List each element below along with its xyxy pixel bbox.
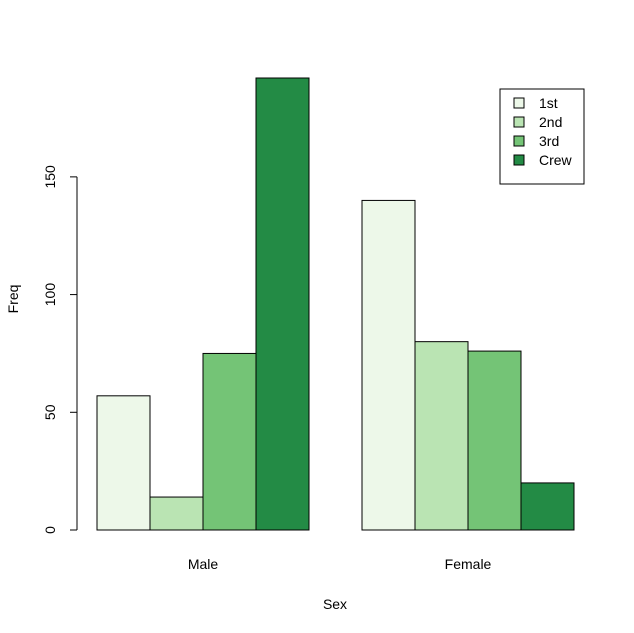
y-tick-label: 0 [42,526,58,534]
legend-label-2nd: 2nd [539,114,562,130]
bar-male-1st [96,395,151,531]
x-axis-title: Sex [323,596,347,612]
bar-male-3rd [202,352,257,531]
bar-male-2nd [149,496,204,531]
y-tick-label: 100 [42,283,58,307]
bar-female-2nd [414,341,469,531]
x-tick-label: Male [188,556,219,572]
bar-female-3rd [467,350,522,531]
y-axis-title: Freq [5,285,21,314]
legend-swatch-2nd [513,116,525,128]
bar-female-1st [361,199,416,531]
y-tick-label: 150 [42,165,58,189]
bars [96,77,575,531]
legend: 1st 2nd 3rd Crew [499,88,585,185]
bar-female-crew [520,482,575,531]
legend-label-crew: Crew [539,152,573,168]
legend-label-1st: 1st [539,95,558,111]
bar-male-crew [255,77,310,531]
legend-swatch-3rd [513,135,525,147]
legend-swatch-crew [513,154,525,166]
y-tick-label: 50 [42,404,58,420]
x-axis-labels: Male Female [188,556,492,572]
legend-swatch-1st [513,97,525,109]
legend-label-3rd: 3rd [539,133,559,149]
y-axis: 0 50 100 150 [42,165,78,534]
x-tick-label: Female [445,556,492,572]
